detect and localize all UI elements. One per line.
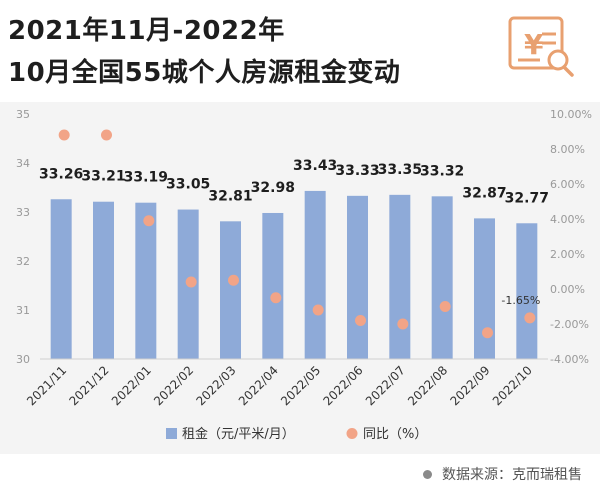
bar-2021-11 [50, 199, 72, 359]
bar-value-label: 32.77 [505, 190, 549, 206]
bar-2022-08 [431, 196, 453, 359]
bar-2022-07 [389, 194, 411, 359]
bar-2021-12 [93, 201, 114, 359]
x-tick-label: 2022/04 [236, 363, 281, 408]
y2-tick-label: 0.00% [550, 283, 585, 296]
y-tick-label: 34 [16, 157, 30, 170]
yoy-point-2022-01 [143, 215, 155, 227]
svg-text:¥: ¥ [524, 28, 544, 61]
legend-label-yoy: 同比（%） [363, 427, 427, 442]
x-tick-label: 2021/12 [66, 363, 111, 408]
chart-area: 30 31 32 33 34 35 -4.00% -2.00% 0.00% 2.00% 4.00% 6… [0, 102, 600, 454]
x-tick-label: 2022/01 [109, 363, 154, 408]
x-tick-label: 2021/11 [24, 363, 69, 408]
data-source: 数据来源：克而瑞租售 [423, 464, 582, 484]
y2-tick-label: -2.00% [550, 318, 589, 331]
x-tick-label: 2022/05 [278, 363, 323, 408]
bar-value-label: 33.05 [166, 177, 210, 193]
y2-tick-label: 8.00% [550, 143, 585, 156]
bar-value-label: 33.33 [335, 163, 379, 179]
bar-value-label: 33.43 [293, 158, 337, 174]
y-tick-label: 33 [16, 206, 30, 219]
yoy-point-2022-08 [439, 301, 451, 312]
bar-value-label: 33.35 [378, 162, 422, 178]
y2-tick-label: 2.00% [550, 248, 585, 261]
footer: 数据来源：克而瑞租售 [0, 454, 600, 498]
y2-tick-label: 6.00% [550, 178, 585, 191]
y-tick-label: 35 [16, 108, 30, 121]
yoy-point-2022-04 [270, 292, 282, 304]
yoy-point-2022-06 [355, 315, 366, 326]
chart-title-line-2: 10月全国55城个人房源租金变动 [8, 58, 401, 88]
yoy-point-2022-10 [524, 312, 536, 324]
yoy-point-2021-11 [58, 129, 70, 141]
header: 2021年11月-2022年 10月全国55城个人房源租金变动 ¥ [0, 0, 600, 102]
bar-value-label: 32.98 [251, 180, 295, 196]
bar-2022-03 [220, 221, 241, 359]
yoy-point-2021-12 [101, 129, 112, 141]
y2-tick-label: 10.00% [550, 108, 592, 121]
y2-tick-label: -4.00% [550, 353, 589, 366]
x-tick-label: 2022/03 [193, 363, 238, 408]
x-tick-label: 2022/06 [320, 363, 365, 408]
chart-title-line-1: 2021年11月-2022年 [8, 16, 285, 46]
yuan-document-search-icon: ¥ [508, 16, 574, 77]
bar-value-label: 32.87 [462, 185, 506, 201]
data-source-text: 数据来源：克而瑞租售 [442, 467, 582, 483]
x-tick-label: 2022/07 [363, 363, 408, 408]
bar-2022-01 [135, 202, 157, 359]
bar-2022-10 [516, 223, 538, 359]
y-tick-label: 31 [16, 304, 30, 317]
legend-label-rent: 租金（元/平米/月） [182, 426, 295, 442]
bar-2022-06 [347, 195, 368, 359]
legend-swatch-rent [166, 428, 177, 439]
yoy-point-2022-02 [185, 276, 197, 288]
y-tick-label: 32 [16, 255, 30, 268]
x-tick-label: 2022/02 [151, 363, 196, 408]
bar-2022-05 [304, 190, 326, 359]
bar-value-label: 33.26 [39, 166, 83, 182]
x-tick-label: 2022/10 [490, 363, 535, 408]
yoy-point-2022-05 [312, 304, 324, 316]
yoy-point-2022-03 [228, 274, 239, 286]
bar-2022-04 [262, 212, 284, 359]
rent-chart: 30 31 32 33 34 35 -4.00% -2.00% 0.00% 2.00% 4.00% 6… [16, 108, 592, 442]
bar-value-label: 33.21 [81, 169, 125, 185]
y2-tick-label: 4.00% [550, 213, 585, 226]
bar-value-label: 32.81 [208, 188, 252, 204]
yoy-point-2022-09 [482, 327, 493, 339]
source-dot-icon [423, 469, 432, 479]
yoy-value-label: -1.65% [501, 294, 540, 307]
x-tick-label: 2022/09 [447, 363, 492, 408]
x-tick-label: 2022/08 [405, 363, 450, 408]
bar-value-label: 33.32 [420, 163, 464, 179]
legend-swatch-yoy [346, 428, 358, 439]
bar-2022-09 [474, 218, 495, 359]
yoy-point-2022-07 [397, 318, 409, 330]
bar-value-label: 33.19 [124, 170, 168, 186]
y-tick-label: 30 [16, 353, 30, 366]
